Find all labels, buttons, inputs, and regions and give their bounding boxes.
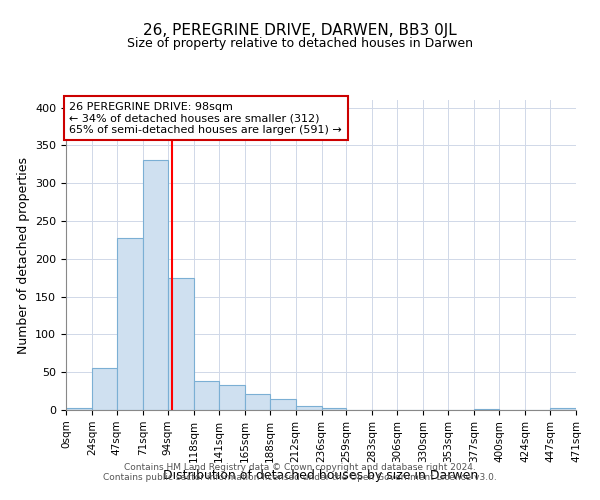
- Bar: [550, 408, 576, 410]
- X-axis label: Distribution of detached houses by size in Darwen: Distribution of detached houses by size …: [163, 469, 479, 482]
- Bar: [245, 394, 269, 410]
- Bar: [322, 408, 346, 410]
- Bar: [269, 400, 296, 410]
- Text: Size of property relative to detached houses in Darwen: Size of property relative to detached ho…: [127, 38, 473, 51]
- Bar: [168, 278, 194, 410]
- Text: Contains HM Land Registry data © Crown copyright and database right 2024.: Contains HM Land Registry data © Crown c…: [124, 462, 476, 471]
- Text: 26, PEREGRINE DRIVE, DARWEN, BB3 0JL: 26, PEREGRINE DRIVE, DARWEN, BB3 0JL: [143, 22, 457, 38]
- Bar: [218, 385, 245, 410]
- Bar: [143, 160, 168, 410]
- Text: Contains public sector information licensed under the Open Government Licence v3: Contains public sector information licen…: [103, 472, 497, 482]
- Bar: [117, 238, 143, 410]
- Bar: [92, 368, 117, 410]
- Bar: [296, 406, 322, 410]
- Text: 26 PEREGRINE DRIVE: 98sqm
← 34% of detached houses are smaller (312)
65% of semi: 26 PEREGRINE DRIVE: 98sqm ← 34% of detac…: [69, 102, 342, 134]
- Y-axis label: Number of detached properties: Number of detached properties: [17, 156, 29, 354]
- Bar: [66, 408, 92, 410]
- Bar: [194, 382, 218, 410]
- Bar: [474, 409, 499, 410]
